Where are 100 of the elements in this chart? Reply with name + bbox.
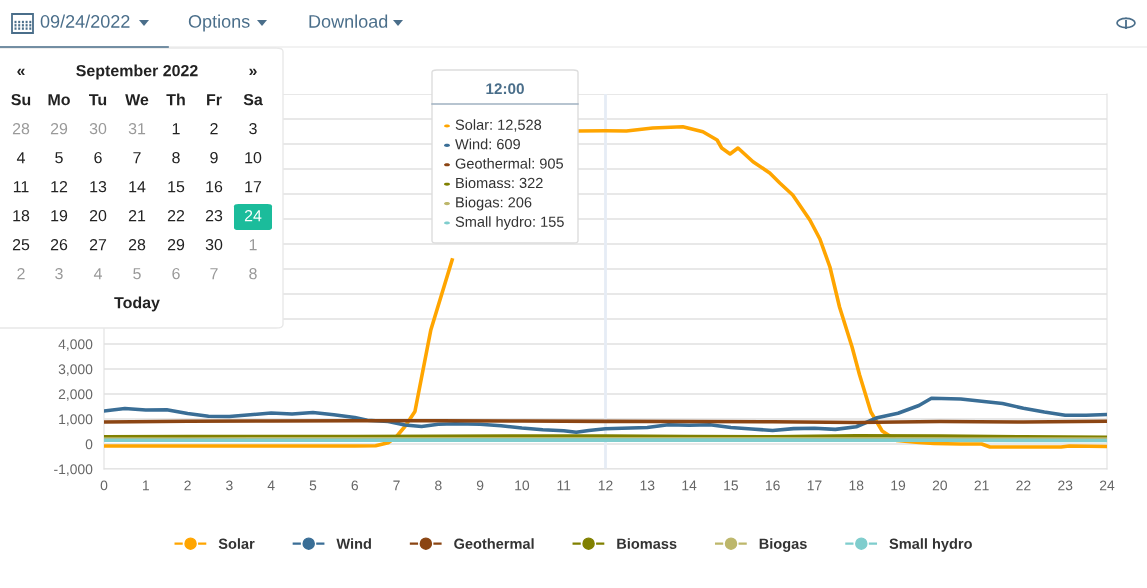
x-tick-label: 10 [515,480,530,491]
x-tick-label: 2 [184,480,191,491]
annotation: 30 [89,122,107,135]
annotation: 21 [128,209,146,222]
x-tick-label: 22 [1016,480,1031,491]
annotation: 6 [172,267,180,280]
annotation: Biogas: 206 [456,196,532,211]
annotation: Small hydro: 155 [455,216,564,230]
text: Download [309,14,388,28]
text: 5 [55,152,63,164]
annotation: 30 [205,238,223,251]
annotation: Geothermal: 905 [455,158,564,169]
annotation: Wind: 609 [455,138,520,150]
text: 3 [55,267,63,280]
text: Su [11,93,31,106]
annotation: Tu [89,94,107,106]
x-tick-label: 20 [932,480,948,491]
legend-label: Geothermal [454,538,534,549]
x-tick-label: 17 [807,480,822,491]
annotation: 24 [244,209,262,222]
annotation: 7 [133,152,141,164]
annotation: 31 [128,122,146,135]
text: 29 [50,122,68,135]
y-tick-label: 2,000 [58,389,93,401]
text: 09/24/2022 [40,14,130,28]
annotation: 13 [90,180,107,193]
annotation: 9 [210,151,218,164]
text: September 2022 [76,64,198,80]
annotation: Today [114,296,160,312]
text: Mo [48,94,70,106]
annotation: 27 [89,238,107,251]
text: Options [188,14,250,32]
text: 26 [50,238,68,251]
x-tick-label: 13 [640,480,655,491]
annotation: 7 [210,268,218,280]
x-tick-label: 8 [435,480,442,491]
x-tick-label: 21 [974,480,989,491]
x-tick-label: 15 [724,480,739,491]
x-tick-label: 1 [142,480,149,491]
annotation: 2 [210,122,218,135]
annotation: 1 [249,239,257,251]
annotation: We [125,94,149,106]
annotation: 5 [133,268,141,280]
annotation: 17 [245,181,262,193]
annotation: Sa [243,93,263,106]
annotation: 22 [167,209,185,222]
annotation: Biomass: 322 [456,177,543,189]
y-tick-label: 4,000 [58,339,93,351]
x-tick-label: 23 [1058,480,1073,491]
y-tick-label: -1,000 [54,464,93,476]
annotation: 23 [205,209,223,222]
x-tick-label: 16 [766,480,780,491]
x-tick-label: 0 [100,480,108,491]
annotation: 20 [89,209,107,222]
legend-label: Biomass [617,538,677,549]
legend-label: Wind [336,538,371,549]
x-tick-label: 19 [891,480,906,491]
x-tick-label: 5 [309,480,317,491]
x-tick-label: 3 [226,480,233,491]
annotation: 10 [245,151,262,164]
x-tick-label: 6 [351,480,358,491]
annotation: 3 [249,122,257,135]
y-tick-label: 3,000 [58,364,93,376]
text: 2 [17,267,25,280]
text: 19 [51,209,68,222]
annotation: Th [166,93,185,106]
annotation: 28 [128,238,146,251]
x-tick-label: 18 [849,480,864,491]
x-tick-label: 14 [682,480,697,491]
text: 25 [12,238,30,251]
y-tick-label: 0 [85,439,93,450]
annotation: 12:00 [486,83,524,95]
annotation: Fr [207,94,222,106]
annotation: 14 [129,181,146,193]
annotation: 1 [172,123,180,135]
annotation: Solar: 12,528 [455,119,542,132]
text: 11 [13,181,29,193]
annotation: 29 [167,238,185,251]
annotation: 8 [249,267,257,280]
legend-label: Biogas [759,538,807,552]
x-tick-label: 12 [598,480,613,491]
x-tick-label: 11 [557,480,571,491]
text: » [249,68,257,76]
text: « [17,68,25,76]
text: 4 [93,268,102,280]
text: 4 [16,152,25,164]
x-tick-label: 7 [393,480,400,491]
legend-label: Solar [218,538,255,549]
text: 12 [51,180,68,193]
annotation: 8 [172,151,180,164]
text: 18 [13,209,30,222]
x-tick-label: 4 [267,480,275,491]
legend-label: Small hydro [889,538,972,552]
x-tick-label: 9 [476,480,484,491]
text: 6 [94,151,102,164]
x-tick-label: 24 [1099,480,1115,491]
annotation: 15 [168,181,185,193]
annotation: 16 [206,180,223,193]
text: 28 [12,122,30,135]
y-tick-label: 1,000 [59,414,93,426]
